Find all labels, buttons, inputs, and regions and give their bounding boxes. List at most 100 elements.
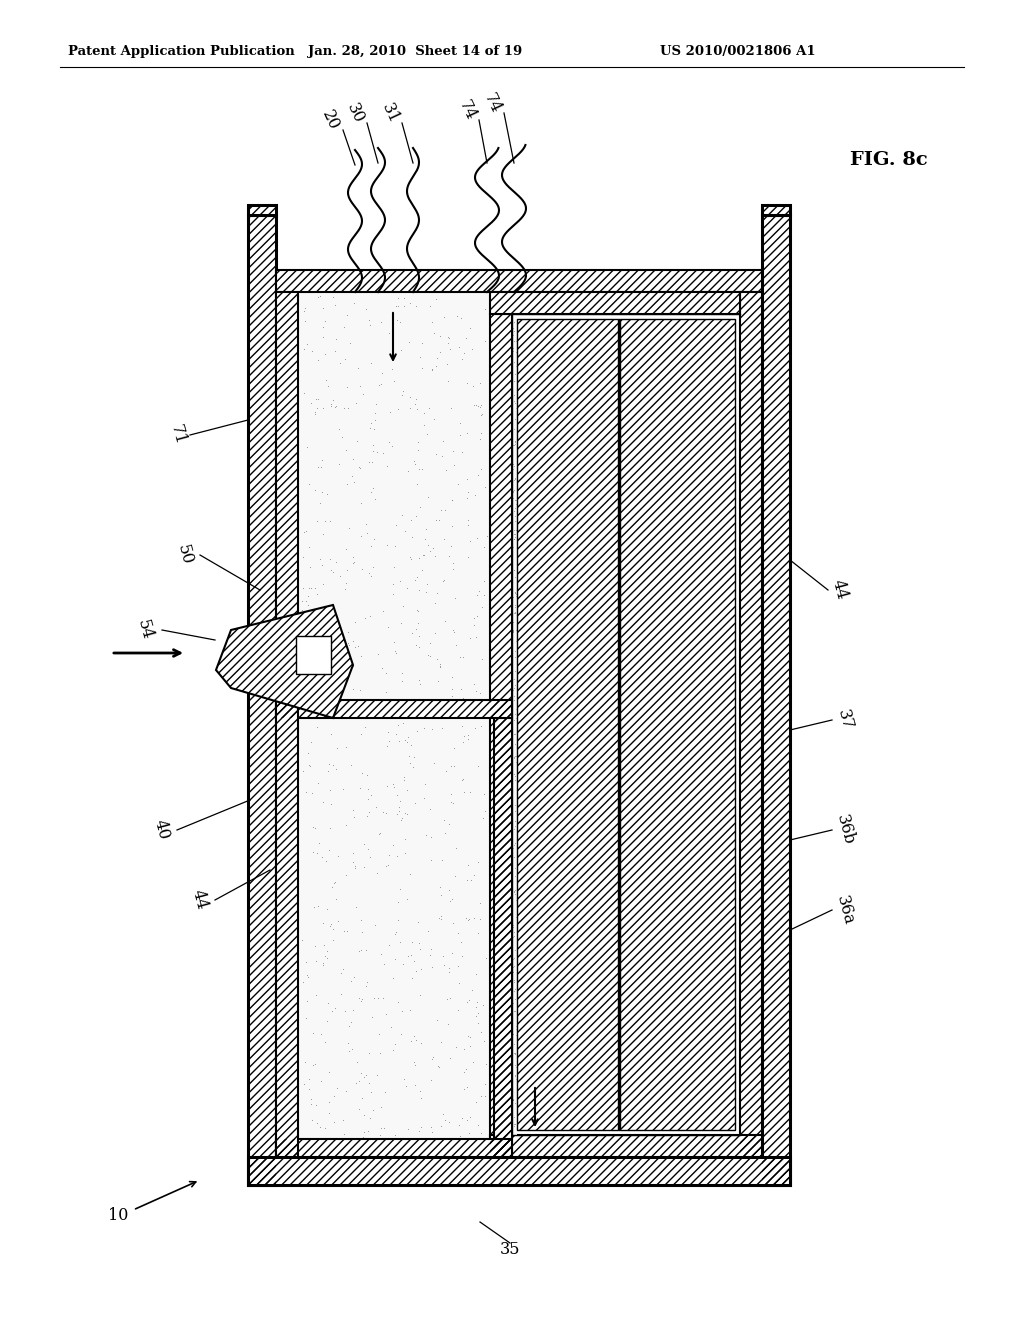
Point: [337, 578, 353, 599]
Point: [341, 1040, 357, 1061]
Point: [296, 339, 312, 360]
Point: [506, 925, 522, 946]
Point: [361, 314, 378, 335]
Point: [441, 1047, 458, 1068]
Point: [423, 826, 439, 847]
Point: [298, 590, 314, 611]
Point: [319, 375, 336, 396]
Point: [306, 612, 323, 634]
Point: [353, 762, 370, 783]
Point: [380, 721, 396, 742]
Point: [415, 544, 431, 565]
Point: [340, 632, 356, 653]
Point: [410, 1135, 426, 1156]
Point: [295, 760, 311, 781]
Point: [324, 876, 340, 898]
Point: [506, 455, 522, 477]
Point: [390, 715, 407, 737]
Point: [468, 997, 484, 1018]
Point: [506, 351, 522, 372]
Point: [374, 363, 390, 384]
Point: [469, 585, 485, 606]
Point: [361, 309, 378, 330]
Point: [394, 711, 411, 733]
Bar: [517, 319, 618, 1130]
Point: [425, 408, 441, 429]
Point: [362, 846, 379, 867]
Point: [311, 614, 328, 635]
Point: [321, 1092, 337, 1113]
Point: [314, 326, 331, 347]
Point: [386, 535, 402, 556]
Point: [507, 1065, 523, 1086]
Point: [355, 692, 372, 713]
Point: [345, 552, 361, 573]
Point: [407, 1026, 423, 1047]
Point: [508, 1069, 524, 1090]
Point: [356, 607, 373, 628]
Point: [466, 607, 482, 628]
Point: [315, 1133, 332, 1154]
Point: [439, 333, 456, 354]
Point: [430, 671, 446, 692]
Point: [444, 667, 461, 688]
Point: [321, 840, 337, 861]
Point: [420, 486, 436, 507]
Point: [370, 1127, 386, 1148]
Point: [472, 1134, 488, 1155]
Point: [508, 746, 524, 767]
Point: [430, 510, 446, 531]
Point: [365, 441, 381, 462]
Point: [441, 813, 458, 834]
Point: [437, 610, 454, 631]
Point: [314, 912, 331, 933]
Point: [452, 337, 468, 358]
Point: [444, 792, 461, 813]
Point: [505, 537, 521, 558]
Point: [375, 803, 391, 824]
Point: [351, 940, 368, 961]
Text: 71: 71: [167, 422, 188, 447]
Point: [315, 298, 332, 319]
Point: [416, 414, 432, 436]
Point: [370, 643, 386, 664]
Point: [505, 993, 521, 1014]
Point: [505, 480, 521, 502]
Point: [458, 327, 474, 348]
Point: [326, 919, 342, 940]
Point: [308, 842, 325, 863]
Point: [310, 286, 327, 308]
Point: [394, 808, 411, 829]
Point: [507, 816, 523, 837]
Point: [403, 549, 420, 570]
Point: [303, 341, 319, 362]
Point: [465, 701, 481, 722]
Point: [411, 636, 427, 657]
Point: [462, 531, 478, 552]
Point: [352, 457, 369, 478]
Point: [470, 1012, 486, 1034]
Point: [507, 723, 523, 744]
Point: [468, 1006, 484, 1027]
Point: [366, 478, 382, 499]
Point: [322, 817, 338, 838]
Bar: [276, 680, 298, 1158]
Point: [310, 350, 327, 371]
Bar: [620, 319, 735, 1130]
Point: [387, 643, 403, 664]
Point: [506, 1034, 522, 1055]
Point: [507, 602, 523, 623]
Point: [396, 288, 413, 309]
Point: [389, 296, 406, 317]
Point: [507, 1053, 523, 1074]
Point: [432, 326, 449, 347]
Point: [392, 570, 409, 591]
Point: [436, 528, 453, 549]
Point: [462, 1106, 478, 1127]
Point: [508, 520, 524, 541]
Point: [416, 787, 432, 808]
Text: 37: 37: [835, 708, 856, 733]
Point: [505, 325, 521, 346]
Point: [341, 634, 357, 655]
Point: [379, 1139, 395, 1160]
